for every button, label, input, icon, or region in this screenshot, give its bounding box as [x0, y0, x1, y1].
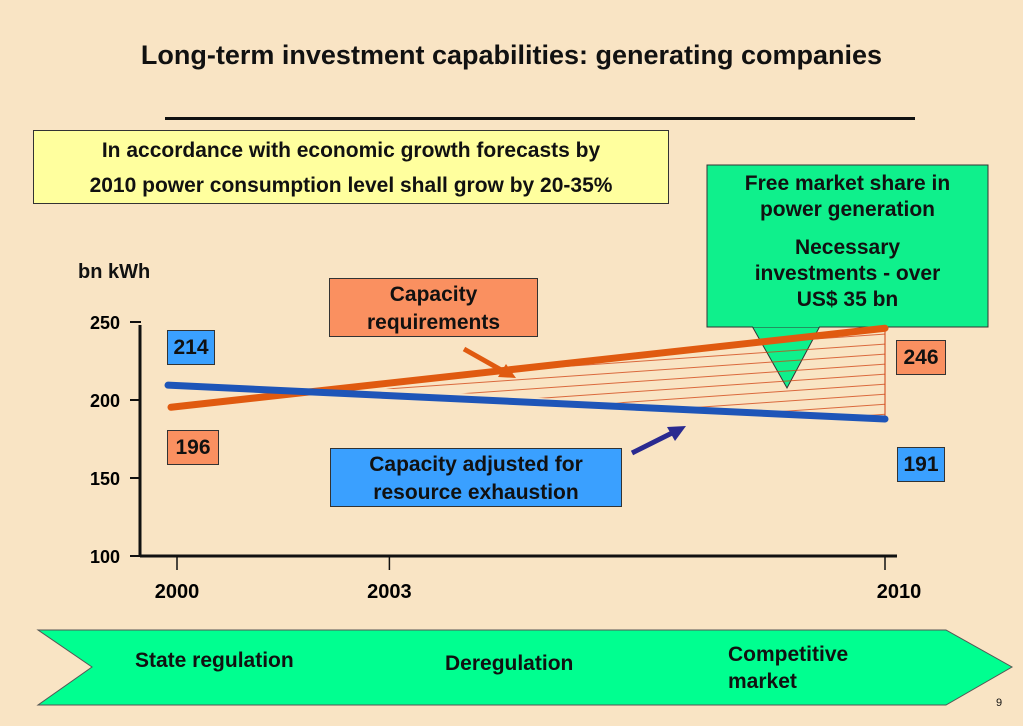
phase-competitive-line1: Competitive	[728, 643, 849, 666]
x-tick-label-2000: 2000	[155, 581, 200, 603]
callout-line4: investments - over	[754, 262, 941, 285]
callout-line2: power generation	[759, 198, 936, 221]
forecast-note-line2: 2010 power consumption level shall grow …	[89, 174, 613, 197]
y-tick-label-100: 100	[90, 547, 120, 567]
adjusted-start-value: 214	[167, 330, 215, 365]
requirements-end-value: 246	[896, 340, 946, 375]
adjusted-pointer-arrow	[630, 430, 674, 456]
phase-arrow-band	[36, 629, 1014, 706]
series-line-capacity-adjusted	[164, 381, 889, 423]
callout-line1: Free market share in	[744, 172, 951, 195]
callout-line5: US$ 35 bn	[796, 288, 899, 311]
forecast-note-line1: In accordance with economic growth forec…	[101, 139, 601, 162]
phase-state-regulation: State regulation	[135, 649, 294, 672]
requirements-start-value: 196	[167, 430, 219, 465]
adjusted-pointer-head	[667, 426, 686, 441]
capacity-requirements-line2: requirements	[366, 311, 501, 334]
capacity-requirements-line1: Capacity	[389, 283, 478, 306]
capacity-adjusted-label: Capacity adjusted for resource exhaustio…	[330, 448, 622, 507]
requirements-pointer-head	[498, 364, 516, 378]
capacity-adjusted-line1: Capacity adjusted for	[369, 453, 583, 476]
title-underline	[165, 117, 915, 120]
y-tick-label-250: 250	[90, 313, 120, 333]
adjusted-end-value: 191	[897, 447, 945, 482]
callout-line3: Necessary	[794, 236, 901, 259]
investment-gap-hatch	[361, 328, 886, 420]
capacity-requirements-label: Capacity requirements	[329, 278, 538, 337]
investment-callout-text: Free market share in power generation Ne…	[707, 171, 988, 313]
forecast-note-box: In accordance with economic growth forec…	[33, 130, 669, 204]
y-tick-label-150: 150	[90, 469, 120, 489]
y-tick-label-200: 200	[90, 391, 120, 411]
investment-callout-box	[706, 164, 989, 328]
y-axis-label: bn kWh	[78, 261, 151, 283]
capacity-adjusted-line2: resource exhaustion	[373, 481, 579, 504]
phase-competitive-market: Competitive market	[728, 641, 848, 695]
requirements-pointer-arrow	[462, 346, 505, 374]
page-number: 9	[996, 697, 1003, 709]
phase-deregulation: Deregulation	[445, 652, 574, 675]
x-tick-label-2010: 2010	[877, 581, 922, 603]
phase-competitive-line2: market	[728, 670, 797, 693]
x-tick-label-2003: 2003	[367, 581, 412, 603]
slide-title: Long-term investment capabilities: gener…	[140, 40, 883, 70]
